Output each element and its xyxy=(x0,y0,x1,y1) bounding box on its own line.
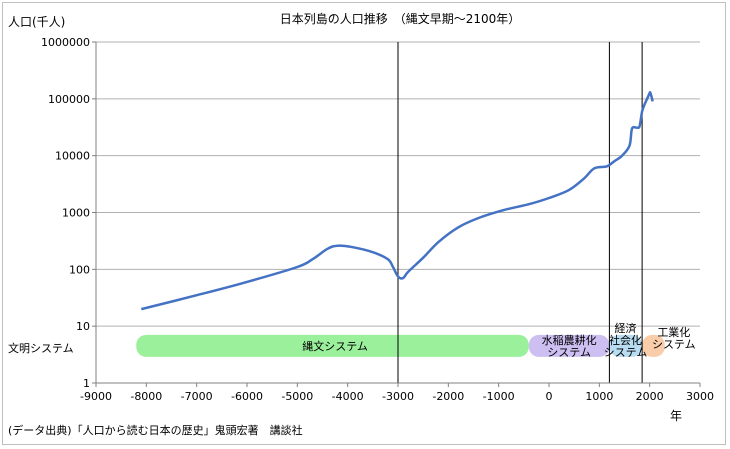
x-tick-label: -5000 xyxy=(281,390,313,403)
source-note: (データ出典)「人口から読む日本の歴史」鬼頭宏著 講談社 xyxy=(8,423,303,437)
series-group xyxy=(140,91,654,311)
y-tick-label: 1000 xyxy=(62,207,90,220)
system-band xyxy=(136,334,529,357)
y-tick-label: 100 xyxy=(69,263,90,276)
y-tick-label: 1000000 xyxy=(41,36,90,49)
x-tick-label: -9000 xyxy=(80,390,112,403)
y-tick-label: 100000 xyxy=(48,93,90,106)
y-tick-label: 10000 xyxy=(55,150,90,163)
system-bands xyxy=(136,334,665,357)
system-band xyxy=(528,334,610,357)
system-band xyxy=(609,334,643,357)
y-axis-label: 人口(千人) xyxy=(8,15,65,29)
era-lines xyxy=(397,42,643,383)
x-tick-label: 2000 xyxy=(636,390,664,403)
chart-title: 日本列島の人口推移 （縄文早期～2100年） xyxy=(280,11,521,26)
chart-frame xyxy=(2,2,726,445)
x-axis-label: 年 xyxy=(670,409,682,423)
x-tick-label: -3000 xyxy=(382,390,414,403)
axes xyxy=(92,41,701,387)
x-tick-label: -1000 xyxy=(483,390,515,403)
x-tick-label: -6000 xyxy=(231,390,263,403)
x-tick-label: -4000 xyxy=(332,390,364,403)
y-tick-labels: 1 10 100 1000 10000 100000 1000000 xyxy=(41,36,90,390)
x-tick-label: -2000 xyxy=(432,390,464,403)
population-line xyxy=(140,91,654,311)
system-label: 縄文システム xyxy=(302,339,368,353)
system-band xyxy=(642,334,665,357)
x-tick-label: 3000 xyxy=(686,390,714,403)
x-tick-label: -7000 xyxy=(181,390,213,403)
x-tick-label: -8000 xyxy=(130,390,162,403)
system-label: 経済社会化システム xyxy=(604,321,648,359)
system-label: 水稲農耕化システム xyxy=(542,333,597,359)
x-tick-labels: -9000 -8000 -7000 -6000 -5000 -4000 -3000 -2000… xyxy=(80,390,714,403)
x-tick-label: 1000 xyxy=(585,390,613,403)
y-tick-label: 1 xyxy=(83,377,90,390)
row-label: 文明システム xyxy=(8,341,74,355)
y-tick-label: 10 xyxy=(76,320,90,333)
system-label: 工業化システム xyxy=(652,325,696,351)
x-tick-label: 0 xyxy=(546,390,553,403)
